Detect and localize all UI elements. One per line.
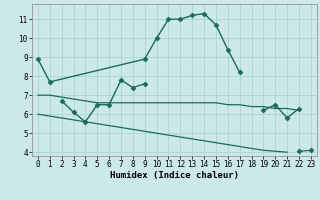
X-axis label: Humidex (Indice chaleur): Humidex (Indice chaleur): [110, 171, 239, 180]
